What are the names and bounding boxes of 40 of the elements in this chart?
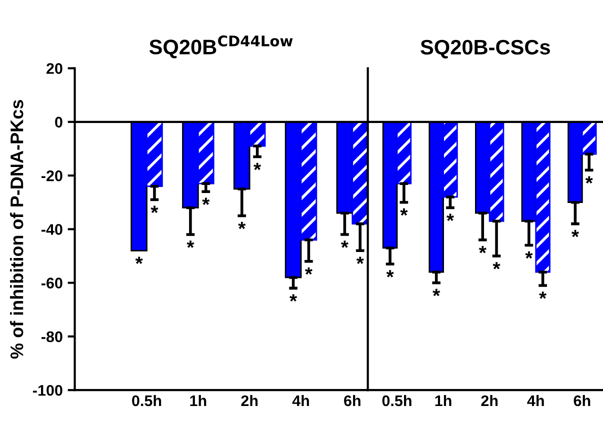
data-label: * bbox=[304, 267, 312, 275]
x-tick-label: 2h bbox=[481, 394, 498, 406]
x-tick-label: 1h bbox=[190, 394, 206, 406]
data-label: * bbox=[539, 292, 547, 299]
x-tick-label: 6h bbox=[574, 394, 590, 406]
x-tick-label: 6h bbox=[344, 394, 360, 406]
data-label: * bbox=[585, 176, 593, 184]
x-tick-label: 2h bbox=[241, 394, 258, 406]
y-tick-label: 20 bbox=[46, 63, 62, 74]
y-tick-label: -60 bbox=[41, 278, 62, 288]
y-tick-label: -80 bbox=[41, 331, 62, 342]
data-label: * bbox=[386, 270, 394, 278]
data-label: * bbox=[572, 230, 579, 238]
data-label: * bbox=[356, 256, 364, 264]
data-label: * bbox=[186, 240, 194, 248]
data-label: * bbox=[340, 240, 348, 248]
chart-title: SQ20B-CSCs bbox=[420, 40, 550, 58]
y-tick-label: 0 bbox=[55, 116, 62, 128]
x-tick-label: 0.5h bbox=[132, 394, 162, 406]
y-tick-label: -20 bbox=[41, 170, 62, 182]
x-tick-label: 4h bbox=[527, 394, 544, 406]
data-label: * bbox=[238, 222, 246, 230]
x-tick-label: 1h bbox=[435, 394, 452, 406]
data-label: * bbox=[290, 294, 298, 302]
x-tick-label: 0.5h bbox=[382, 394, 412, 406]
data-label: * bbox=[202, 198, 210, 205]
chart-title: SQ20B$^{CD44Low}$ bbox=[149, 35, 293, 58]
data-label: * bbox=[254, 162, 262, 170]
data-label: * bbox=[492, 262, 500, 270]
data-label: * bbox=[525, 251, 533, 259]
y-tick-label: -100 bbox=[32, 384, 62, 396]
data-label: * bbox=[135, 256, 143, 264]
data-label: * bbox=[432, 288, 440, 296]
data-label: * bbox=[400, 208, 408, 216]
data-label: * bbox=[150, 206, 158, 213]
x-tick-label: 4h bbox=[292, 394, 309, 406]
y-axis-title: % of inhibition of P-DNA-PKcs bbox=[10, 100, 24, 359]
data-label: * bbox=[446, 214, 454, 222]
y-tick-label: -40 bbox=[41, 224, 62, 235]
data-label: * bbox=[478, 246, 486, 254]
